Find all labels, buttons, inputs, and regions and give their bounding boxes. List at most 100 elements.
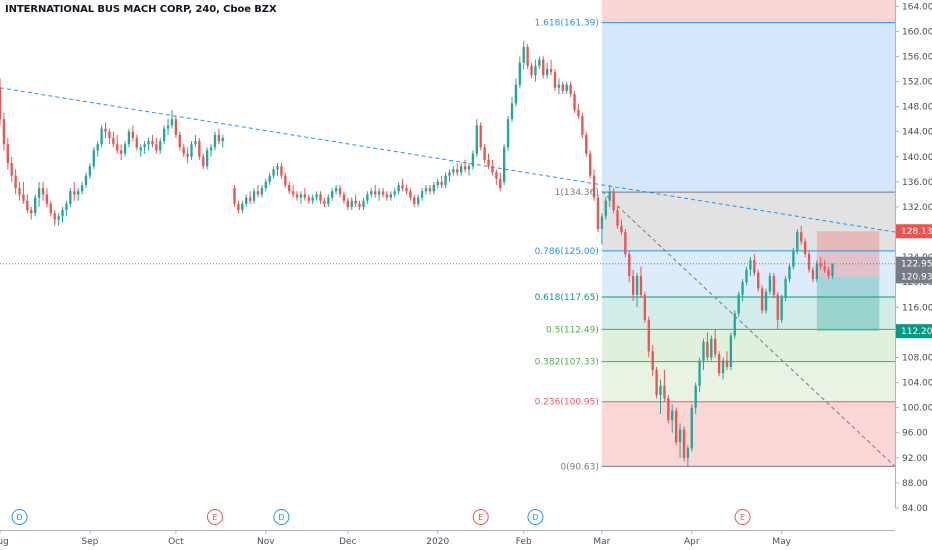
candle-body [198, 141, 201, 157]
candle-body [557, 84, 561, 88]
candle-body [729, 335, 733, 367]
candle-body [737, 294, 740, 314]
candle-body [295, 194, 299, 198]
candle-body [721, 360, 725, 374]
candle-body [155, 144, 158, 151]
candle-body [788, 266, 791, 280]
candle-body [268, 175, 271, 182]
candle-body [92, 150, 95, 167]
price-tick-label: 140.00 [902, 153, 932, 163]
candle-body [123, 144, 127, 154]
time-tick-label: Oct [168, 537, 184, 547]
candle-body [374, 191, 377, 195]
candle-body [346, 200, 350, 207]
candle-body [428, 188, 432, 192]
candle-body [561, 84, 564, 91]
candle-body [432, 185, 435, 192]
price-tick-label: 164.00 [902, 2, 932, 12]
candle-body [565, 84, 568, 91]
event-marker-label: E [740, 513, 745, 522]
price-tick-label: 132.00 [902, 203, 932, 213]
candle-body [366, 194, 369, 201]
fib-band [601, 296, 895, 330]
candle-body [260, 188, 264, 195]
candle-body [448, 172, 451, 176]
candle-body [26, 200, 29, 211]
time-tick-label: May [772, 537, 791, 547]
candle-body [119, 150, 123, 154]
candle-body [202, 156, 205, 167]
candle-body [49, 203, 52, 214]
candle-body [585, 134, 588, 154]
candle-body [440, 181, 443, 186]
candle-body [288, 185, 291, 192]
position-tool[interactable] [816, 231, 880, 332]
candle-body [30, 210, 33, 214]
candle-body [694, 385, 697, 408]
candle-body [45, 194, 49, 204]
candle-body [413, 197, 416, 204]
candle-body [757, 272, 760, 289]
candle-body [710, 338, 713, 358]
candle-body [624, 232, 627, 254]
candle-body [73, 191, 76, 195]
earnings-marker-icon [206, 509, 223, 525]
candle-body [647, 319, 650, 352]
candle-body [643, 294, 647, 320]
candle-body [327, 197, 330, 204]
candle-body [549, 68, 553, 73]
fib-band [601, 250, 895, 297]
candle-body [362, 200, 365, 207]
candle-body [233, 188, 236, 204]
candle-body [569, 84, 572, 95]
candle-body [749, 260, 752, 270]
event-marker-label: D [532, 513, 538, 522]
candle-body [116, 144, 119, 151]
candle-body [397, 185, 400, 192]
candle-body [827, 269, 830, 276]
price-tick-label: 104.00 [902, 379, 932, 389]
price-tick-label: 108.00 [902, 353, 932, 363]
candle-body [381, 191, 385, 195]
candle-body [334, 188, 338, 192]
candle-body [616, 210, 619, 226]
candle-body [139, 147, 142, 151]
drawing-lines[interactable] [0, 87, 896, 467]
time-tick-label: Aug [0, 537, 9, 547]
candle-body [776, 294, 779, 320]
candle-body [241, 203, 244, 211]
candle-body [377, 191, 381, 195]
candle-body [671, 410, 674, 421]
fib-level-lines [601, 22, 895, 467]
candle-body [2, 119, 6, 145]
candle-body [61, 210, 64, 217]
candle-body [792, 250, 795, 267]
candle-body [424, 188, 428, 192]
candle-body [186, 153, 189, 157]
candle-body [444, 175, 447, 186]
time-axis[interactable]: Aug Sep Oct Nov Dec 2020 Feb Mar Apr May [0, 530, 895, 547]
time-tick-label: Apr [684, 537, 700, 547]
candle-body [37, 188, 41, 198]
candles [0, 40, 834, 467]
candle-body [100, 128, 103, 145]
candle-body [307, 197, 310, 201]
candle-body [417, 197, 420, 204]
candle-body [323, 200, 326, 204]
candle-body [252, 191, 256, 201]
candle-body [331, 191, 334, 198]
candle-body [479, 125, 482, 148]
candle-body [604, 200, 607, 217]
price-tick-label: 96.00 [902, 429, 928, 439]
candle-body [663, 385, 666, 399]
fib-label: 1(134.36) [555, 188, 599, 198]
candle-body [14, 175, 17, 189]
candle-body [526, 47, 529, 66]
position-stop-zone [816, 231, 880, 277]
candle-body [385, 194, 389, 198]
candle-body [702, 341, 705, 361]
candle-body [725, 360, 729, 367]
